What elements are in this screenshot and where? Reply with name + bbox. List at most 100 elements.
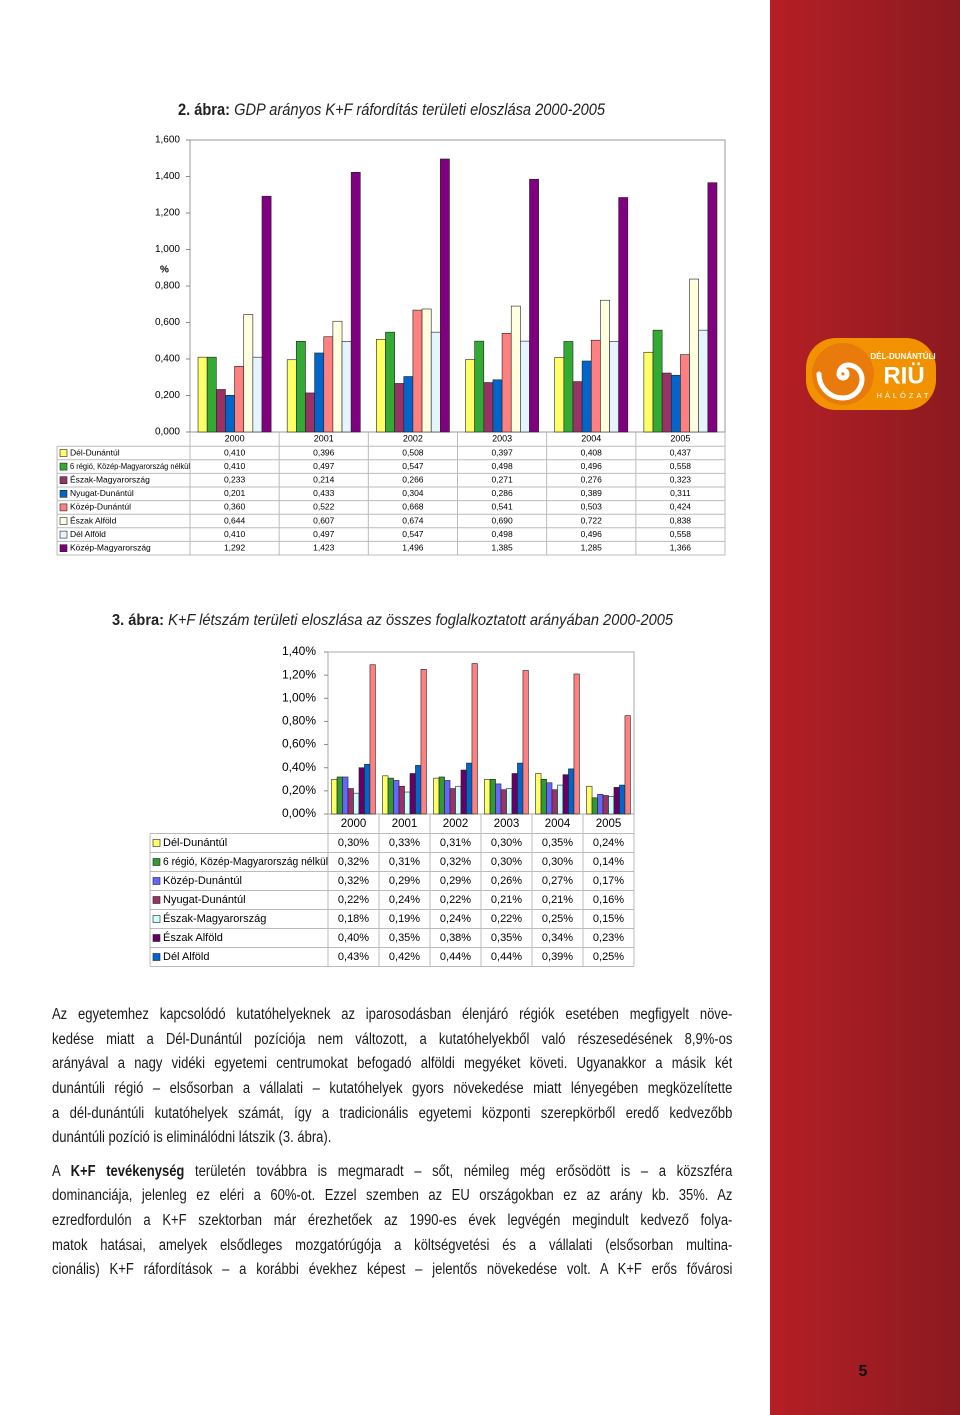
legend-swatch xyxy=(152,896,161,904)
bar xyxy=(350,172,361,433)
bar xyxy=(430,331,441,433)
chart-title-text: GDP arányos K+F ráfordítás területi elos… xyxy=(234,100,605,119)
table-value: 0,396 xyxy=(313,447,335,457)
table-value: 0,674 xyxy=(402,515,424,525)
bar xyxy=(511,773,518,815)
chart-title-label: 2. ábra: xyxy=(178,100,230,119)
page-number: 5 xyxy=(859,1363,868,1380)
bar xyxy=(707,182,718,433)
bar xyxy=(412,309,423,433)
table-value: 0,19% xyxy=(389,913,420,925)
y-axis-label: % xyxy=(160,265,169,276)
legend-swatch xyxy=(152,953,161,961)
bar xyxy=(394,383,405,433)
legend-label: 6 régió, Közép-Magyarország nélkül xyxy=(163,856,328,868)
y-tick-label: 1,200 xyxy=(155,208,180,219)
y-tick-label: 0,800 xyxy=(155,281,180,292)
y-tick-label: 0,40% xyxy=(282,760,316,774)
bar xyxy=(652,329,663,433)
bold-run: K+F tevékenység xyxy=(70,1162,185,1180)
legend-label: Észak-Magyarország xyxy=(163,912,266,925)
bar xyxy=(602,795,609,815)
bar xyxy=(466,762,473,815)
bar xyxy=(385,331,395,433)
y-tick-label: 1,600 xyxy=(155,135,180,146)
legend-label: Észak-Magyarország xyxy=(70,474,150,484)
bar xyxy=(403,376,414,433)
y-tick-label: 0,20% xyxy=(282,783,316,797)
bar xyxy=(449,788,456,815)
table-value: 0,311 xyxy=(670,488,691,498)
bar xyxy=(609,341,619,433)
table-value: 0,410 xyxy=(224,529,246,539)
bar xyxy=(590,339,601,433)
table-value: 0,497 xyxy=(313,529,335,539)
table-value: 0,24% xyxy=(389,894,420,906)
table-value: 0,410 xyxy=(224,447,246,457)
chart-title-label: 3. ábra: xyxy=(112,612,164,629)
bar xyxy=(501,332,512,433)
table-value: 0,838 xyxy=(670,515,692,525)
bar xyxy=(341,340,352,433)
bar xyxy=(573,673,580,815)
bar xyxy=(286,359,297,433)
table-value: 0,547 xyxy=(402,529,424,539)
bar xyxy=(554,357,565,433)
text-line: kedése miatt a Dél-Dunántúl pozíciója ne… xyxy=(52,1030,733,1048)
bar xyxy=(398,785,405,815)
legend-label: Közép-Dunántúl xyxy=(163,875,242,887)
table-value: 0,497 xyxy=(313,461,335,471)
table-value: 0,15% xyxy=(593,913,624,925)
x-tick-label: 2003 xyxy=(494,818,520,830)
legend-swatch xyxy=(59,544,68,553)
logo-bottom: HÁLÓZAT xyxy=(876,391,931,400)
bar xyxy=(520,340,530,433)
y-tick-label: 0,60% xyxy=(282,737,316,751)
table-value: 0,214 xyxy=(313,474,335,484)
legend-label: Dél-Dunántúl xyxy=(163,837,227,849)
bar xyxy=(438,776,445,815)
bar xyxy=(323,336,334,433)
x-tick-label: 2001 xyxy=(392,818,418,830)
y-tick-label: 0,00% xyxy=(282,806,316,820)
plot-frame xyxy=(327,651,635,815)
legend-swatch xyxy=(59,517,68,525)
x-tick-label: 2003 xyxy=(492,433,512,443)
bar xyxy=(489,778,496,815)
text-run: területén továbbra is megmaradt – sőt, n… xyxy=(184,1162,733,1180)
bar xyxy=(404,791,411,815)
table-value: 0,690 xyxy=(491,515,513,525)
table-value: 0,21% xyxy=(491,894,522,906)
table-value: 0,668 xyxy=(402,502,424,512)
y-tick-label: 0,400 xyxy=(155,354,180,365)
table-value: 0,29% xyxy=(440,875,471,887)
x-tick-label: 2004 xyxy=(581,433,601,443)
table-value: 1,496 xyxy=(402,542,424,552)
bar xyxy=(382,775,389,815)
bar xyxy=(510,305,521,433)
table-value: 0,32% xyxy=(338,856,369,868)
bar xyxy=(421,308,432,433)
bar xyxy=(613,787,620,815)
bar xyxy=(500,789,507,815)
table-value: 0,25% xyxy=(593,951,624,963)
table-value: 0,32% xyxy=(440,856,471,868)
text-line: dunántúli pozíció is eliminálódni látszi… xyxy=(52,1129,332,1147)
bar xyxy=(465,359,475,433)
table-value: 0,547 xyxy=(402,461,424,471)
table-value: 0,276 xyxy=(581,474,603,484)
table-value: 0,26% xyxy=(491,875,522,887)
bar xyxy=(225,395,235,433)
table-value: 0,21% xyxy=(542,894,573,906)
legend-label: Dél-Dunántúl xyxy=(70,447,120,457)
table-value: 1,285 xyxy=(581,542,603,552)
table-value: 0,38% xyxy=(440,932,471,944)
text-line: dunántúli régió – elsősorban a vállalati… xyxy=(52,1080,733,1098)
bar xyxy=(597,794,604,815)
table-value: 1,292 xyxy=(224,542,246,552)
bar xyxy=(331,778,338,815)
text-run: A xyxy=(52,1162,71,1180)
table-value: 0,31% xyxy=(440,837,471,849)
bar xyxy=(471,663,478,815)
